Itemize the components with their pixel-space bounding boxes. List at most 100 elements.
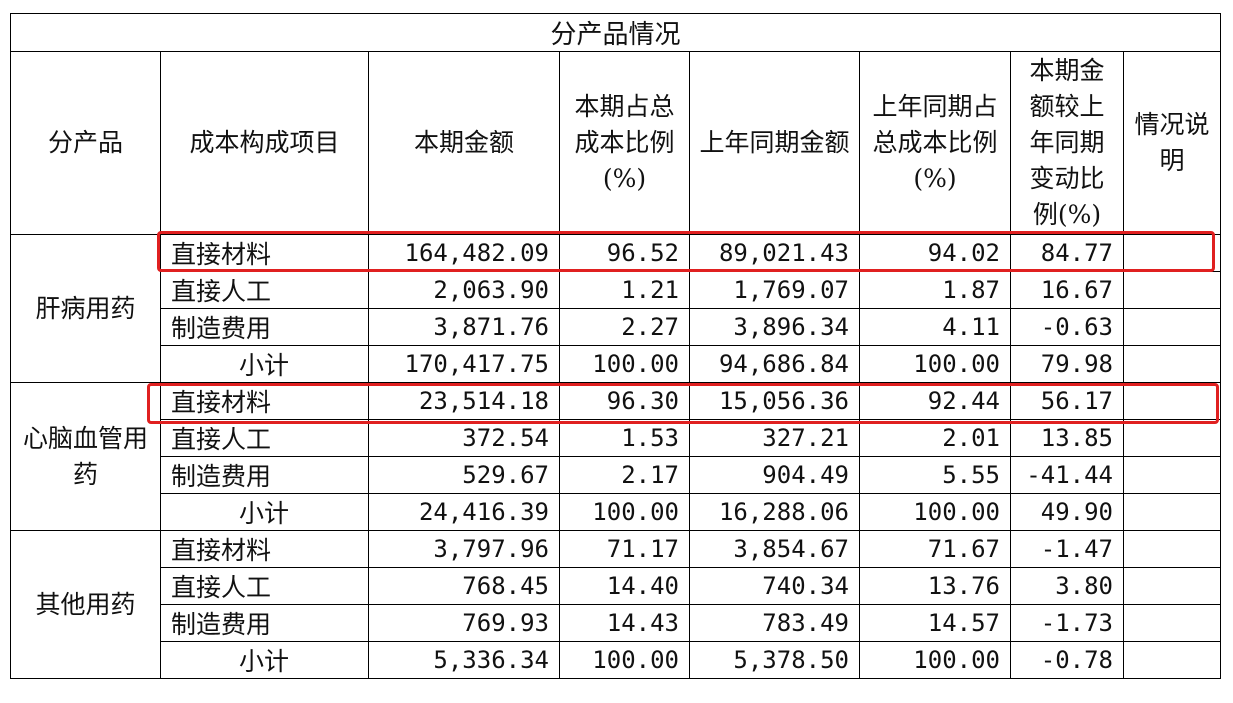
cost-table: 分产品情况 分产品 成本构成项目 本期金额 本期占总成本比例(%) 上年同期金额… [9,13,1222,679]
cost-item-cell: 直接人工 [160,419,369,457]
change-pct-cell: -1.47 [1010,530,1124,568]
note-cell [1122,604,1222,642]
table-title: 分产品情况 [9,13,1222,52]
change-pct-cell: -0.63 [1010,308,1124,346]
change-pct-cell: 13.85 [1010,419,1124,457]
current-amount-cell: 3,797.96 [368,530,560,568]
prev-pct-cell: 100.00 [859,345,1011,383]
prev-pct-cell: 2.01 [859,419,1011,457]
header-change-pct: 本期金额较上年同期变动比例(%) [1010,51,1124,235]
note-cell [1122,345,1222,383]
current-pct-cell: 14.40 [559,567,690,605]
product-group-cell: 肝病用药 [10,234,161,383]
prev-pct-cell: 13.76 [859,567,1011,605]
note-cell [1122,530,1222,568]
current-pct-cell: 96.52 [559,234,690,272]
table-row: 制造费用 3,871.76 2.27 3,896.34 4.11 -0.63 [11,308,1222,346]
prev-pct-cell: 5.55 [859,456,1011,494]
table-row: 直接人工 372.54 1.53 327.21 2.01 13.85 [11,419,1222,457]
note-cell [1122,382,1222,420]
change-pct-cell: 56.17 [1010,382,1124,420]
cost-item-cell: 直接材料 [160,382,369,420]
change-pct-cell: -0.78 [1010,641,1124,679]
prev-amount-cell: 94,686.84 [689,345,860,383]
cost-item-cell: 小计 [160,493,369,531]
cost-item-cell: 直接人工 [160,567,369,605]
prev-amount-cell: 1,769.07 [689,271,860,309]
current-pct-cell: 1.21 [559,271,690,309]
current-amount-cell: 5,336.34 [368,641,560,679]
table-row: 心脑血管用药 直接材料 23,514.18 96.30 15,056.36 92.44 56… [10,382,1222,531]
change-pct-cell: -41.44 [1010,456,1124,494]
prev-amount-cell: 740.34 [689,567,860,605]
cost-item-cell: 制造费用 [160,308,369,346]
change-pct-cell: 3.80 [1010,567,1124,605]
table-row: 制造费用 769.93 14.43 783.49 14.57 -1.73 [11,604,1222,642]
prev-amount-cell: 16,288.06 [689,493,860,531]
current-amount-cell: 3,871.76 [368,308,560,346]
cost-table-wrapper: 分产品情况 分产品 成本构成项目 本期金额 本期占总成本比例(%) 上年同期金额… [9,13,1222,687]
current-amount-cell: 23,514.18 [368,382,560,420]
change-pct-cell: 16.67 [1010,271,1124,309]
note-cell [1122,271,1222,309]
current-amount-cell: 2,063.90 [368,271,560,309]
prev-amount-cell: 15,056.36 [689,382,860,420]
table-row: 小计 24,416.39 100.00 16,288.06 100.00 49.90 [11,493,1222,531]
header-prev-pct: 上年同期占总成本比例(%) [859,51,1011,235]
current-amount-cell: 164,482.09 [368,234,560,272]
note-cell [1122,493,1222,531]
table-row: 直接人工 2,063.90 1.21 1,769.07 1.87 16.67 [11,271,1222,309]
prev-pct-cell: 14.57 [859,604,1011,642]
current-amount-cell: 170,417.75 [368,345,560,383]
table-row: 制造费用 529.67 2.17 904.49 5.55 -41.44 [11,456,1222,494]
table-row: 其他用药 直接材料 3,797.96 71.17 3,854.67 71.67 -1.47 [10,530,1222,679]
current-pct-cell: 71.17 [559,530,690,568]
change-pct-cell: 49.90 [1010,493,1124,531]
table-row: 小计 5,336.34 100.00 5,378.50 100.00 -0.78 [11,641,1222,679]
prev-amount-cell: 327.21 [689,419,860,457]
header-prev-amount: 上年同期金额 [689,51,860,235]
product-group-cell: 心脑血管用药 [10,382,161,531]
prev-amount-cell: 89,021.43 [689,234,860,272]
prev-pct-cell: 71.67 [859,530,1011,568]
change-pct-cell: -1.73 [1010,604,1124,642]
header-current-amount: 本期金额 [368,51,560,235]
prev-amount-cell: 783.49 [689,604,860,642]
cost-item-cell: 小计 [160,345,369,383]
prev-pct-cell: 4.11 [859,308,1011,346]
header-row: 分产品 成本构成项目 本期金额 本期占总成本比例(%) 上年同期金额 上年同期占… [10,51,1222,235]
table-row: 肝病用药 直接材料 164,482.09 96.52 89,021.43 94.02 84.… [10,234,1222,383]
prev-pct-cell: 94.02 [859,234,1011,272]
current-amount-cell: 768.45 [368,567,560,605]
note-cell [1122,234,1222,272]
current-pct-cell: 100.00 [559,641,690,679]
current-pct-cell: 96.30 [559,382,690,420]
table-row: 小计 170,417.75 100.00 94,686.84 100.00 79.98 [11,345,1222,383]
change-pct-cell: 84.77 [1010,234,1124,272]
prev-pct-cell: 1.87 [859,271,1011,309]
note-cell [1122,419,1222,457]
current-amount-cell: 769.93 [368,604,560,642]
current-pct-cell: 14.43 [559,604,690,642]
note-cell [1122,308,1222,346]
change-pct-cell: 79.98 [1010,345,1124,383]
cost-item-cell: 直接材料 [160,530,369,568]
table-row: 直接人工 768.45 14.40 740.34 13.76 3.80 [11,567,1222,605]
note-cell [1122,641,1222,679]
current-pct-cell: 1.53 [559,419,690,457]
header-current-pct: 本期占总成本比例(%) [559,51,690,235]
current-pct-cell: 100.00 [559,493,690,531]
current-amount-cell: 529.67 [368,456,560,494]
note-cell [1122,456,1222,494]
current-pct-cell: 2.17 [559,456,690,494]
header-product: 分产品 [10,51,161,235]
current-amount-cell: 24,416.39 [368,493,560,531]
current-amount-cell: 372.54 [368,419,560,457]
current-pct-cell: 100.00 [559,345,690,383]
cost-item-cell: 直接材料 [160,234,369,272]
prev-pct-cell: 92.44 [859,382,1011,420]
cost-item-cell: 小计 [160,641,369,679]
cost-item-cell: 直接人工 [160,271,369,309]
current-pct-cell: 2.27 [559,308,690,346]
prev-pct-cell: 100.00 [859,493,1011,531]
